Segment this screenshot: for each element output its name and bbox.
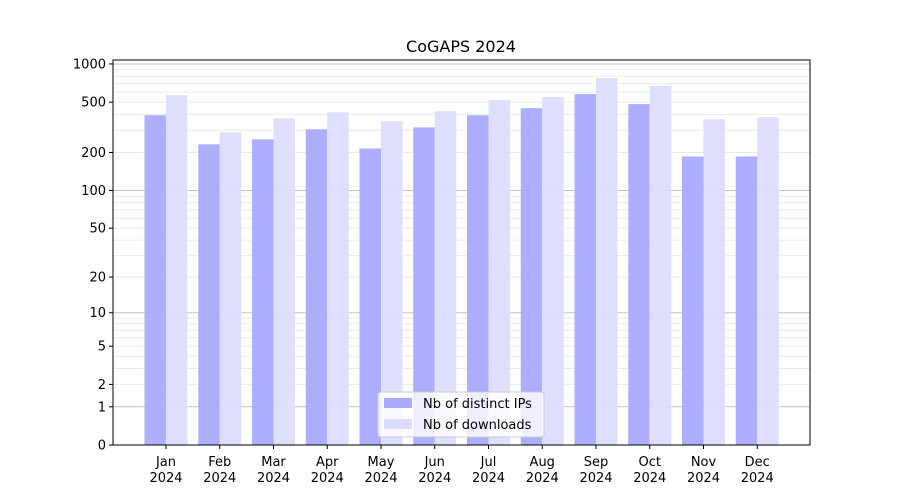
x-tick-label: Jun bbox=[424, 455, 445, 470]
y-tick-label: 50 bbox=[89, 222, 106, 237]
x-tick-label: 2024 bbox=[741, 471, 774, 486]
x-tick-label: 2024 bbox=[687, 471, 720, 486]
bar-distinct-ips bbox=[682, 156, 704, 445]
y-tick-label: 1 bbox=[98, 400, 106, 415]
bar-distinct-ips bbox=[198, 144, 220, 445]
y-tick-label: 1000 bbox=[73, 57, 106, 72]
x-tick-label: Nov bbox=[691, 455, 717, 470]
y-tick-label: 200 bbox=[81, 146, 106, 161]
bar-downloads bbox=[757, 117, 779, 445]
y-tick-label: 100 bbox=[81, 184, 106, 199]
y-tick-label: 2 bbox=[98, 378, 106, 393]
legend-label-downloads: Nb of downloads bbox=[423, 418, 532, 433]
legend-swatch-distinct-ips bbox=[384, 398, 412, 408]
x-tick-label: Oct bbox=[639, 455, 661, 470]
x-axis: Jan2024Feb2024Mar2024Apr2024May2024Jun20… bbox=[149, 445, 774, 486]
x-tick-label: 2024 bbox=[311, 471, 344, 486]
x-tick-label: 2024 bbox=[364, 471, 397, 486]
x-tick-label: 2024 bbox=[579, 471, 612, 486]
chart-title: CoGAPS 2024 bbox=[406, 37, 516, 56]
x-tick-label: May bbox=[368, 455, 395, 470]
plot-frame bbox=[112, 59, 811, 446]
bar-distinct-ips bbox=[628, 104, 650, 445]
y-tick-label: 20 bbox=[89, 271, 106, 286]
x-tick-label: Sep bbox=[584, 455, 609, 470]
legend-swatch-downloads bbox=[384, 419, 412, 429]
bar-distinct-ips bbox=[252, 139, 274, 446]
x-tick-label: Feb bbox=[208, 455, 231, 470]
x-tick-label: Mar bbox=[261, 455, 286, 470]
x-tick-label: Aug bbox=[530, 455, 555, 470]
x-tick-label: Jul bbox=[480, 455, 497, 470]
bars bbox=[144, 77, 779, 446]
bar-distinct-ips bbox=[467, 115, 489, 445]
bar-downloads bbox=[219, 132, 242, 445]
legend-box bbox=[377, 391, 545, 438]
bar-downloads bbox=[649, 86, 672, 446]
bar-downloads bbox=[166, 95, 188, 445]
x-tick-label: 2024 bbox=[149, 471, 182, 486]
bar-distinct-ips bbox=[144, 115, 166, 445]
x-tick-label: 2024 bbox=[418, 471, 451, 486]
bar-downloads bbox=[327, 112, 349, 445]
legend: Nb of distinct IPs Nb of downloads bbox=[377, 391, 545, 438]
bar-distinct-ips bbox=[574, 94, 596, 445]
bar-downloads bbox=[381, 121, 403, 446]
x-tick-label: 2024 bbox=[526, 471, 559, 486]
bar-downloads bbox=[703, 119, 725, 445]
x-tick-label: Jan bbox=[155, 455, 176, 470]
x-tick-label: 2024 bbox=[257, 471, 290, 486]
bar-downloads bbox=[596, 77, 618, 445]
bar-downloads bbox=[434, 111, 457, 445]
y-tick-label: 0 bbox=[98, 439, 106, 454]
y-tick-label: 500 bbox=[81, 96, 106, 111]
x-tick-label: 2024 bbox=[203, 471, 236, 486]
bar-distinct-ips bbox=[305, 129, 328, 445]
bar-distinct-ips bbox=[413, 127, 435, 445]
bar-downloads bbox=[273, 118, 295, 446]
bar-downloads bbox=[488, 100, 510, 446]
bar-distinct-ips bbox=[735, 156, 758, 445]
legend-label-distinct-ips: Nb of distinct IPs bbox=[423, 397, 532, 412]
x-tick-label: Apr bbox=[316, 455, 339, 470]
y-axis: 0 1 2 5 10 20 50 100 200 500 1000 bbox=[73, 57, 113, 454]
x-tick-label: 2024 bbox=[633, 471, 666, 486]
bar-distinct-ips bbox=[359, 148, 381, 446]
x-tick-label: 2024 bbox=[472, 471, 505, 486]
bar-distinct-ips bbox=[520, 108, 543, 446]
x-tick-label: Dec bbox=[745, 455, 770, 470]
bar-downloads bbox=[542, 97, 564, 445]
y-tick-label: 5 bbox=[98, 340, 106, 355]
y-tick-label: 10 bbox=[89, 306, 106, 321]
